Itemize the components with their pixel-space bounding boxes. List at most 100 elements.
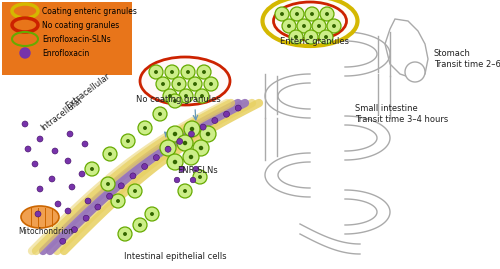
- Circle shape: [212, 118, 218, 123]
- Circle shape: [177, 135, 193, 151]
- Circle shape: [183, 141, 187, 145]
- Circle shape: [128, 184, 142, 198]
- Circle shape: [193, 170, 207, 184]
- Circle shape: [163, 89, 177, 103]
- Circle shape: [106, 182, 110, 186]
- Text: Extracellular: Extracellular: [64, 72, 112, 111]
- Circle shape: [197, 65, 211, 79]
- Circle shape: [150, 212, 154, 216]
- Circle shape: [111, 194, 125, 208]
- Circle shape: [195, 89, 209, 103]
- Circle shape: [295, 12, 299, 16]
- Circle shape: [55, 201, 61, 207]
- Circle shape: [189, 155, 193, 159]
- Circle shape: [143, 126, 147, 130]
- Circle shape: [156, 77, 170, 91]
- Circle shape: [236, 105, 241, 111]
- Text: Small intestine
Transit time 3–4 hours: Small intestine Transit time 3–4 hours: [355, 104, 448, 124]
- Circle shape: [85, 162, 99, 176]
- Circle shape: [297, 19, 311, 33]
- Circle shape: [154, 70, 158, 74]
- Circle shape: [90, 167, 94, 171]
- Text: Stomach
Transit time 2–6 hours: Stomach Transit time 2–6 hours: [434, 49, 500, 69]
- Circle shape: [123, 232, 127, 236]
- Circle shape: [133, 189, 137, 193]
- Circle shape: [200, 126, 216, 142]
- Circle shape: [65, 208, 71, 214]
- Circle shape: [116, 199, 120, 203]
- Circle shape: [153, 107, 167, 121]
- Circle shape: [25, 146, 31, 152]
- Circle shape: [319, 30, 333, 44]
- Circle shape: [160, 140, 176, 156]
- Circle shape: [184, 121, 200, 137]
- Circle shape: [190, 127, 194, 131]
- Circle shape: [49, 176, 55, 182]
- Ellipse shape: [21, 206, 59, 228]
- FancyBboxPatch shape: [2, 2, 132, 75]
- Text: Enrofloxacin-SLNs: Enrofloxacin-SLNs: [42, 34, 111, 44]
- Circle shape: [79, 171, 85, 177]
- Circle shape: [20, 48, 30, 58]
- Circle shape: [405, 62, 425, 82]
- Circle shape: [167, 154, 183, 170]
- Circle shape: [149, 65, 163, 79]
- Text: No coating granules: No coating granules: [136, 95, 220, 104]
- Circle shape: [179, 166, 185, 172]
- Circle shape: [167, 126, 183, 142]
- Ellipse shape: [274, 2, 346, 40]
- Circle shape: [173, 99, 177, 103]
- Circle shape: [173, 132, 177, 136]
- Circle shape: [209, 82, 213, 86]
- Circle shape: [172, 77, 186, 91]
- Text: ENR-SLNs: ENR-SLNs: [178, 166, 218, 175]
- Circle shape: [37, 186, 43, 192]
- Circle shape: [193, 166, 199, 172]
- Text: Coating enteric granules: Coating enteric granules: [42, 6, 137, 16]
- Circle shape: [317, 24, 321, 28]
- Circle shape: [280, 12, 284, 16]
- Circle shape: [35, 211, 41, 217]
- Circle shape: [168, 94, 172, 98]
- Circle shape: [302, 24, 306, 28]
- Text: Intracellular: Intracellular: [39, 95, 85, 133]
- Circle shape: [165, 146, 171, 152]
- Circle shape: [161, 82, 165, 86]
- Circle shape: [332, 24, 336, 28]
- Circle shape: [95, 204, 101, 210]
- Circle shape: [37, 136, 43, 142]
- Circle shape: [106, 193, 112, 199]
- Circle shape: [118, 227, 132, 241]
- Circle shape: [309, 35, 313, 39]
- Circle shape: [282, 19, 296, 33]
- Text: No coating granules: No coating granules: [42, 20, 119, 30]
- Circle shape: [170, 70, 174, 74]
- Circle shape: [181, 65, 195, 79]
- Circle shape: [186, 70, 190, 74]
- Circle shape: [67, 131, 73, 137]
- Circle shape: [118, 183, 124, 189]
- Circle shape: [310, 12, 314, 16]
- Text: Mitochondrion: Mitochondrion: [18, 226, 73, 235]
- Circle shape: [154, 155, 160, 161]
- Circle shape: [193, 140, 209, 156]
- Circle shape: [193, 82, 197, 86]
- Ellipse shape: [140, 57, 230, 105]
- Circle shape: [188, 131, 194, 137]
- Circle shape: [177, 139, 183, 144]
- Circle shape: [206, 132, 210, 136]
- Circle shape: [200, 94, 204, 98]
- Circle shape: [204, 77, 218, 91]
- Circle shape: [324, 35, 328, 39]
- Circle shape: [52, 148, 58, 154]
- Circle shape: [199, 146, 203, 150]
- Ellipse shape: [262, 0, 358, 46]
- Circle shape: [83, 215, 89, 221]
- Circle shape: [179, 89, 193, 103]
- Circle shape: [289, 30, 303, 44]
- Circle shape: [82, 141, 88, 147]
- Circle shape: [138, 223, 142, 227]
- Circle shape: [312, 19, 326, 33]
- Circle shape: [32, 161, 38, 167]
- Circle shape: [138, 121, 152, 135]
